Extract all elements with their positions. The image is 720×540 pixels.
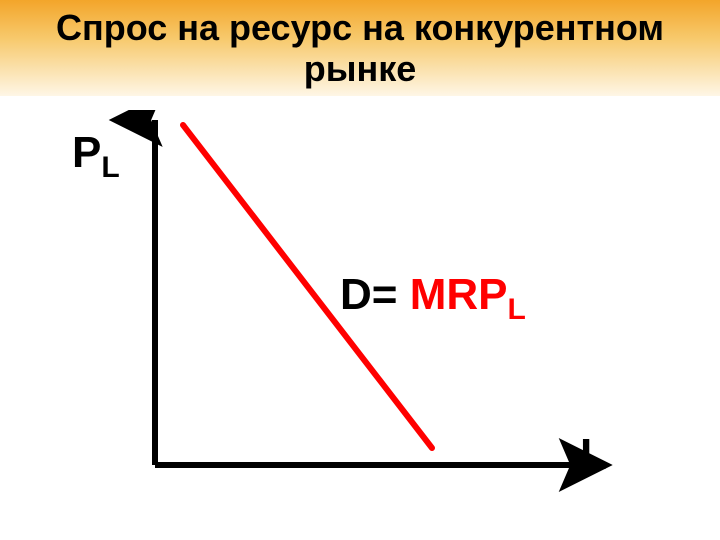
eq-label: =	[372, 270, 410, 319]
demand-curve-label: D= MRPL	[340, 270, 526, 321]
slide-title: Спрос на ресурс на конкурентном рынке	[0, 7, 720, 90]
mrp-label: MRP	[410, 270, 508, 319]
mrp-sub-label: L	[507, 293, 525, 326]
slide: Спрос на ресурс на конкурентном рынке PL…	[0, 0, 720, 540]
y-axis-label-main: P	[72, 128, 101, 177]
demand-chart: PL L D= MRPL	[60, 110, 660, 510]
d-label: D	[340, 270, 372, 319]
y-axis-label-sub: L	[101, 151, 119, 184]
x-axis-label: L	[580, 430, 607, 480]
y-axis-label: PL	[72, 128, 120, 179]
title-banner: Спрос на ресурс на конкурентном рынке	[0, 0, 720, 96]
